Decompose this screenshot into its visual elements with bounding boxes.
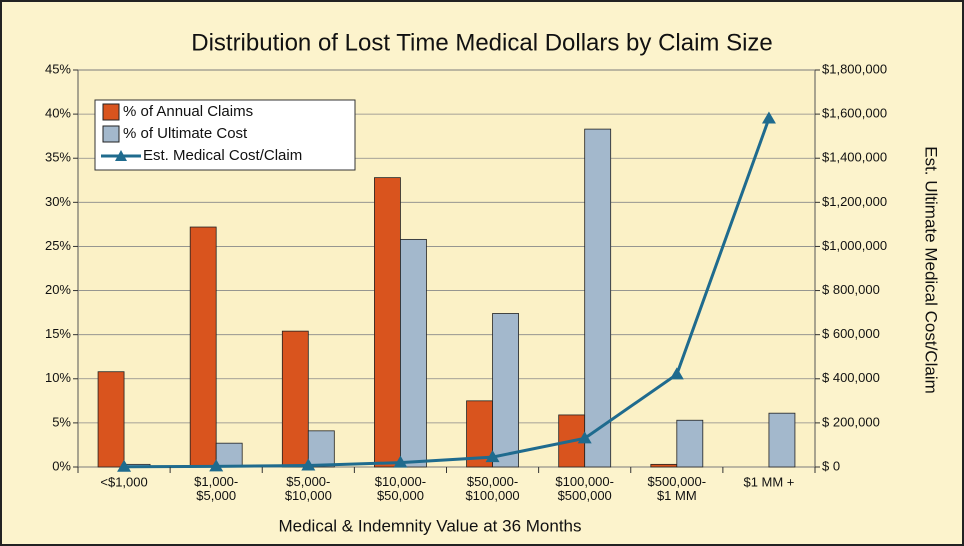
- legend-label: Est. Medical Cost/Claim: [143, 147, 302, 164]
- chart-title: Distribution of Lost Time Medical Dollar…: [191, 29, 773, 56]
- x-tick-label: $5,000-$10,000: [285, 474, 332, 503]
- bar: [281, 330, 309, 468]
- y2-axis-label: Est. Ultimate Medical Cost/Claim: [922, 146, 941, 394]
- y2-tick-label: $1,000,000: [822, 238, 887, 253]
- y-tick-label: 30%: [45, 194, 71, 209]
- bar: [307, 430, 335, 468]
- y2-tick-label: $ 200,000: [822, 414, 880, 429]
- line-marker: [669, 367, 684, 380]
- y-tick-label: 10%: [45, 370, 71, 385]
- y2-tick-label: $1,400,000: [822, 150, 887, 165]
- y2-tick-label: $ 800,000: [822, 282, 880, 297]
- x-tick-label: $100,000-$500,000: [555, 474, 614, 503]
- line-marker: [209, 459, 224, 472]
- legend-swatch: [102, 125, 120, 143]
- y-tick-label: 45%: [45, 61, 71, 76]
- legend: [94, 99, 356, 171]
- y-tick-label: 0%: [52, 458, 71, 473]
- line-marker: [577, 431, 592, 444]
- bar: [215, 442, 243, 468]
- y-tick-label: 20%: [45, 282, 71, 297]
- bar: [400, 238, 427, 468]
- bar: [650, 463, 678, 468]
- y2-tick-label: $1,600,000: [822, 106, 887, 121]
- bar: [97, 371, 125, 468]
- bar: [676, 419, 704, 468]
- x-tick-label: $1,000-$5,000: [194, 474, 238, 503]
- y2-tick-label: $ 600,000: [822, 326, 880, 341]
- y-tick-label: 35%: [45, 150, 71, 165]
- y-tick-label: 25%: [45, 238, 71, 253]
- y2-tick-label: $ 400,000: [822, 370, 880, 385]
- legend-label: % of Annual Claims: [123, 103, 253, 120]
- x-axis-label: Medical & Indemnity Value at 36 Months: [278, 516, 581, 535]
- line-marker: [301, 458, 316, 471]
- x-tick-label: $1 MM +: [743, 474, 794, 489]
- line-marker: [485, 450, 500, 463]
- bar: [492, 313, 519, 468]
- bar: [374, 177, 401, 468]
- x-tick-label: <$1,000: [100, 474, 147, 489]
- bar: [584, 128, 612, 468]
- legend-swatch: [102, 103, 120, 121]
- y-tick-label: 40%: [45, 106, 71, 121]
- y2-tick-label: $1,200,000: [822, 194, 887, 209]
- legend-swatch: [115, 150, 127, 161]
- line-marker: [393, 455, 408, 468]
- line: [124, 118, 771, 469]
- line-marker: [117, 459, 132, 472]
- x-tick-label: $500,000-$1 MM: [648, 474, 707, 503]
- bar: [768, 412, 796, 468]
- bar: [189, 226, 217, 468]
- y2-tick-label: $ 0: [822, 458, 840, 473]
- y-tick-label: 15%: [45, 326, 71, 341]
- x-tick-label: $50,000-$100,000: [465, 474, 519, 503]
- y2-tick-label: $1,800,000: [822, 61, 887, 76]
- legend-label: % of Ultimate Cost: [123, 125, 248, 142]
- x-tick-label: $10,000-$50,000: [375, 474, 426, 503]
- y-tick-label: 5%: [52, 414, 71, 429]
- line-marker: [761, 111, 776, 124]
